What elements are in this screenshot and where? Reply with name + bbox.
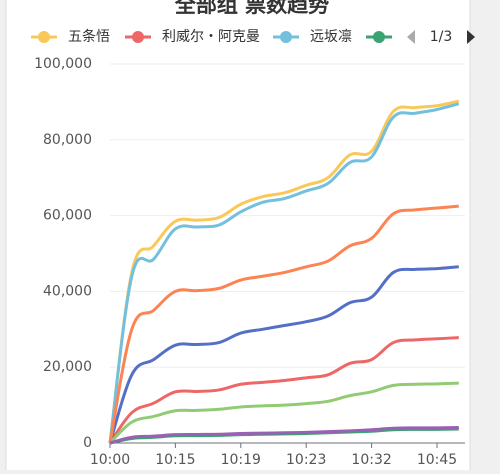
legend-marker [280,31,292,43]
x-tick-label: 10:19 [221,452,261,468]
x-tick-label: 10:45 [417,452,457,468]
legend-marker [38,31,50,43]
legend-next[interactable] [467,30,475,44]
y-tick-label: 80,000 [43,132,92,148]
card [5,0,471,474]
series-line [108,99,460,444]
legend-label: 远坂凛 [310,28,352,45]
x-tick-label: 10:32 [351,452,391,468]
x-tick-label: 10:00 [90,452,130,468]
legend-marker [373,31,385,43]
x-tick-label: 10:23 [286,452,326,468]
series-line [108,204,459,444]
legend-mask [392,24,404,50]
x-tick-label: 10:15 [155,452,195,468]
legend-page: 1/3 [430,29,453,45]
series-line [108,102,460,444]
series-line [109,425,459,445]
series-line [108,336,459,444]
legend-marker [132,31,144,43]
y-tick-label: 60,000 [43,208,92,224]
chart-title: 全部组 票数趋势 [174,0,329,17]
y-tick-label: 40,000 [43,283,92,299]
y-tick-label: 20,000 [43,359,92,375]
legend-label: 利威尔・阿克曼 [162,29,260,45]
legend-prev[interactable] [407,30,415,44]
legend-label: 五条悟 [68,28,110,45]
y-tick-label: 100,000 [34,56,92,72]
series-line [108,381,459,445]
y-tick-label: 0 [83,435,92,451]
series-line [108,265,459,444]
